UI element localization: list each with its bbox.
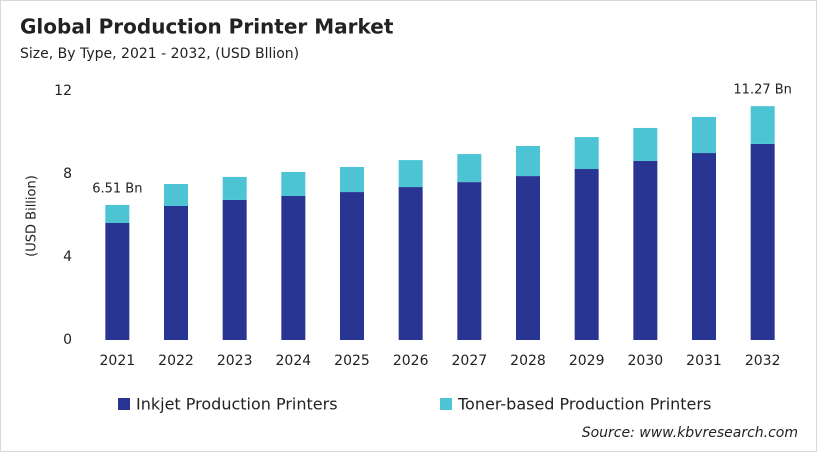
- bar-segment: [574, 137, 599, 170]
- y-tick-label: 0: [63, 332, 72, 348]
- bar-segment: [398, 187, 423, 340]
- x-tick-label: 2024: [276, 353, 312, 369]
- bar-segment: [692, 116, 716, 154]
- x-tick-label: 2021: [100, 353, 136, 369]
- bar-segment: [164, 205, 188, 340]
- data-label: 11.27 Bn: [733, 83, 792, 98]
- bar-segment: [516, 145, 540, 177]
- bar-segment: [281, 171, 306, 196]
- bar-segment: [574, 169, 599, 340]
- x-tick-label: 2032: [745, 353, 781, 369]
- y-tick-label: 12: [54, 83, 72, 99]
- legend-label: Inkjet Production Printers: [136, 395, 338, 414]
- bar-segment: [398, 160, 423, 188]
- source: Source: www.kbvresearch.com: [582, 425, 798, 441]
- bar-segment: [633, 160, 658, 340]
- y-axis-label: (USD Billion): [25, 175, 40, 257]
- legend-label: Toner-based Production Printers: [457, 395, 711, 414]
- bar-segment: [164, 183, 188, 206]
- bar-segment: [340, 166, 364, 193]
- x-tick-label: 2029: [569, 353, 605, 369]
- chart-title: Global Production Printer Market: [20, 15, 394, 39]
- bar-segment: [750, 106, 775, 144]
- y-tick-label: 8: [63, 166, 72, 182]
- x-tick-label: 2027: [452, 353, 488, 369]
- bar-segment: [633, 127, 658, 161]
- y-tick-label: 4: [63, 249, 72, 265]
- bar-segment: [340, 192, 364, 340]
- legend-swatch: [118, 398, 130, 410]
- bar-segment: [750, 143, 775, 340]
- chart-subtitle: Size, By Type, 2021 - 2032, (USD Bllion): [20, 46, 299, 62]
- bar-segment: [457, 154, 482, 183]
- x-tick-label: 2031: [686, 353, 722, 369]
- x-tick-label: 2023: [217, 353, 253, 369]
- bar-segment: [222, 176, 247, 200]
- legend-swatch: [440, 398, 452, 410]
- bar-segment: [692, 153, 716, 340]
- x-tick-label: 2022: [158, 353, 194, 369]
- x-tick-label: 2025: [334, 353, 370, 369]
- x-tick-label: 2028: [510, 353, 546, 369]
- data-label: 6.51 Bn: [92, 181, 142, 196]
- bar-segment: [105, 204, 130, 223]
- bar-segment: [516, 176, 540, 340]
- x-tick-label: 2030: [628, 353, 664, 369]
- bar-segment: [457, 182, 482, 340]
- bar-segment: [222, 199, 247, 340]
- bar-segment: [281, 195, 306, 340]
- bar-segment: [105, 222, 130, 340]
- x-tick-label: 2026: [393, 353, 429, 369]
